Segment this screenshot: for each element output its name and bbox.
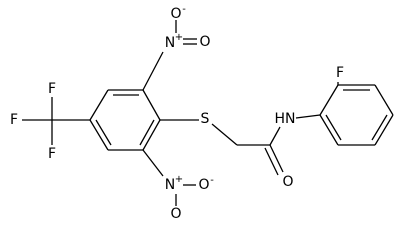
atom: S [201, 111, 210, 127]
structure-diagram: O - N + O N + O - O F F F S O HN F [10, 4, 394, 222]
atom: O [282, 174, 293, 190]
bonds [22, 20, 394, 206]
charge: - [210, 175, 214, 186]
atom-labels: O - N + O N + O - O F F F S O HN F [10, 4, 344, 222]
atom: O [199, 34, 210, 50]
charge: + [175, 32, 183, 43]
atom: F [10, 112, 18, 128]
atom: O [170, 6, 181, 22]
atom: O [198, 177, 209, 193]
atom: HN [275, 111, 296, 127]
atom: F [48, 81, 56, 97]
charge: + [175, 174, 183, 185]
atom: F [48, 146, 56, 162]
charge: - [182, 4, 186, 15]
atom: F [336, 65, 344, 81]
atom: N [165, 35, 175, 51]
atom: N [165, 177, 175, 193]
atom: O [170, 206, 181, 222]
